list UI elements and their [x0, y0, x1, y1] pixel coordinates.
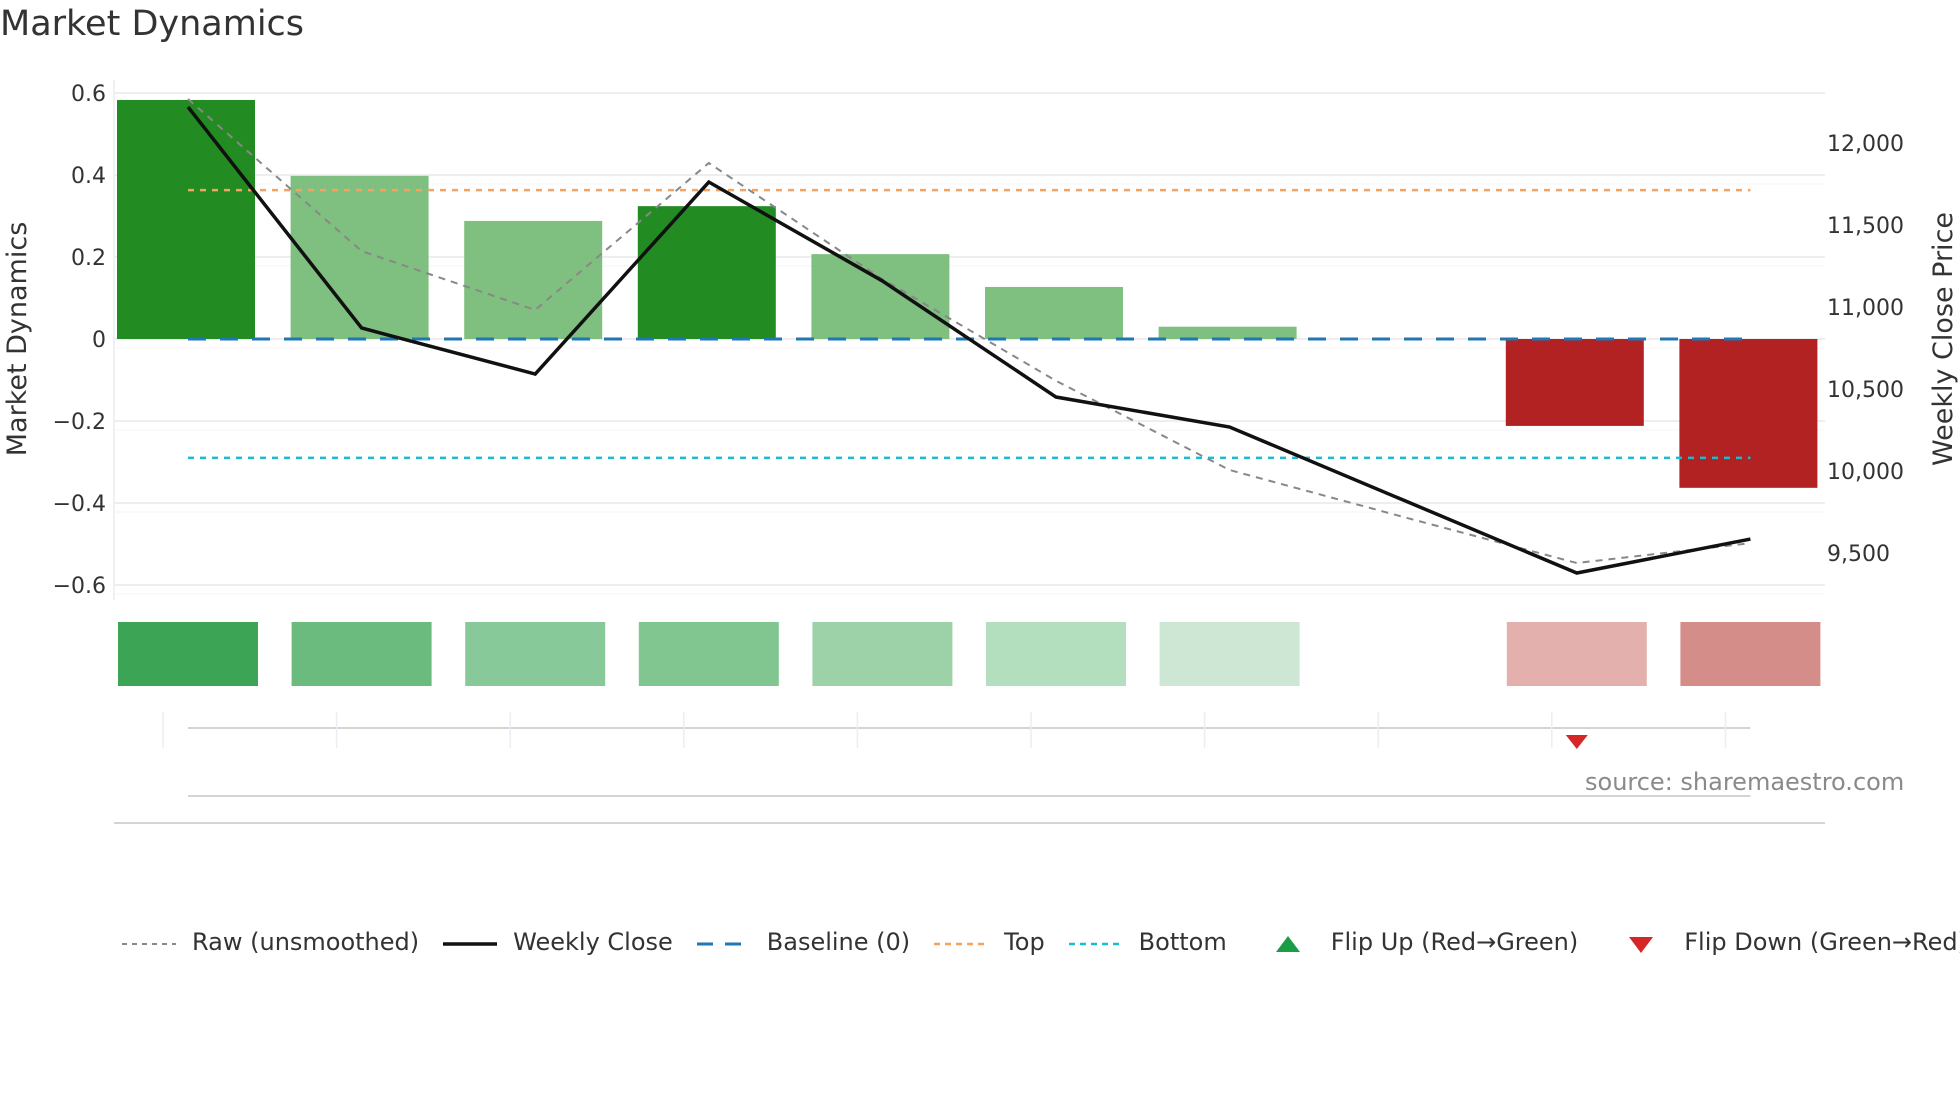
dynamics-bar [985, 286, 1123, 339]
dynamics-bar [811, 254, 950, 339]
legend-label: Baseline (0) [766, 928, 911, 956]
legend-item-top[interactable]: Top [932, 928, 1045, 956]
y2-tick-label: 10,000 [1827, 460, 1904, 485]
legend-item-flip-up[interactable]: Flip Up (Red→Green) [1259, 928, 1579, 956]
flip-up-swatch-icon [1259, 932, 1317, 952]
legend-item-baseline[interactable]: Baseline (0) [695, 928, 910, 956]
heat-strip-cell [118, 622, 258, 686]
baseline-swatch-icon [695, 932, 753, 952]
legend-label: Raw (unsmoothed) [192, 928, 420, 956]
top-swatch-icon [932, 932, 990, 952]
heat-strip-cell [986, 622, 1126, 686]
dynamics-bar [637, 206, 776, 339]
legend-label: Flip Down (Green→Red) [1684, 928, 1960, 956]
y2-tick-label: 10,500 [1827, 378, 1904, 403]
flip-down-marker [1565, 735, 1588, 749]
chart-title: Market Dynamics [0, 4, 305, 44]
legend-label: Top [1004, 928, 1045, 956]
y-tick-label: 0.4 [71, 164, 106, 189]
dynamics-bar [464, 220, 603, 339]
heat-strip-cell [465, 622, 606, 686]
legend-item-raw[interactable]: Raw (unsmoothed) [120, 928, 419, 956]
heat-strip-cell [638, 622, 779, 686]
heat-strip-cell [1506, 622, 1647, 686]
legend-item-bottom[interactable]: Bottom [1067, 928, 1227, 956]
y-tick-label: 0 [92, 328, 106, 353]
y-tick-label: 0.6 [71, 82, 106, 107]
y2-tick-label: 12,000 [1827, 132, 1904, 157]
bottom-swatch-icon [1067, 932, 1125, 952]
weekly-close-line [186, 105, 1751, 575]
dynamics-bar [1679, 339, 1818, 488]
flip-down-swatch-icon [1612, 932, 1670, 953]
y-tick-label: −0.2 [53, 410, 106, 435]
y-tick-label: −0.4 [53, 492, 106, 517]
y2-axis-title: Weekly Close Price [1928, 212, 1959, 466]
y2-tick-label: 9,500 [1827, 542, 1890, 567]
legend-label: Bottom [1138, 928, 1227, 956]
dynamics-bar [290, 175, 429, 339]
weekly-swatch-icon [441, 932, 499, 952]
legend-item-flip-down[interactable]: Flip Down (Green→Red) [1612, 928, 1960, 956]
heat-strip-cell [1680, 622, 1821, 686]
heat-strip-cell [812, 622, 953, 686]
dynamics-bar [117, 99, 255, 339]
dynamics-bar [1158, 326, 1297, 339]
legend-item-weekly[interactable]: Weekly Close [441, 928, 673, 956]
raw-line [187, 98, 1751, 565]
heat-strip-cell [291, 622, 432, 686]
y2-tick-label: 11,500 [1827, 214, 1904, 239]
legend-label: Flip Up (Red→Green) [1330, 928, 1579, 956]
dynamics-bar [1505, 339, 1644, 426]
y-tick-label: −0.6 [53, 574, 106, 599]
legend-label: Weekly Close [513, 928, 673, 956]
source-credit: source: sharemaestro.com [1585, 768, 1905, 796]
y-axis-title: Market Dynamics [2, 222, 33, 457]
y2-tick-label: 11,000 [1827, 296, 1904, 321]
y-tick-label: 0.2 [71, 246, 106, 271]
heat-strip-cell [1159, 622, 1300, 686]
legend: Raw (unsmoothed) Weekly Close Baseline (0)… [120, 922, 1960, 962]
raw-swatch-icon [120, 932, 178, 952]
